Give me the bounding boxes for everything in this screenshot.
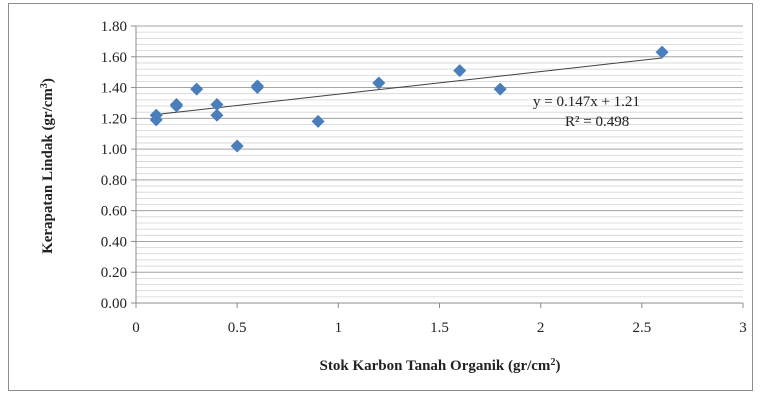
data-point — [230, 139, 244, 153]
data-point — [210, 97, 224, 111]
trendline-group — [156, 57, 663, 116]
x-axis-title-sup: 2 — [550, 357, 555, 368]
data-point — [190, 82, 204, 96]
gridlines — [136, 25, 743, 304]
x-axis-title-main: Stok Karbon Tanah Organik (gr/cm — [320, 358, 551, 374]
y-tick-label: 0.00 — [101, 296, 127, 312]
chart-frame — [8, 3, 753, 391]
y-tick-label: 1.20 — [101, 111, 127, 127]
x-tick-label: 3 — [739, 320, 747, 336]
x-axis-title-end: ) — [555, 358, 560, 374]
data-point — [210, 108, 224, 122]
y-tick-label: 0.40 — [101, 234, 127, 250]
x-tick-label: 2 — [537, 320, 545, 336]
data-point — [453, 64, 467, 78]
y-tick-label: 1.80 — [101, 19, 127, 35]
y-tick-label: 0.60 — [101, 204, 127, 220]
r-squared-label: R² = 0.498 — [565, 114, 629, 130]
data-point — [169, 99, 183, 113]
data-point — [372, 76, 386, 90]
y-tick-label: 0.20 — [101, 265, 127, 281]
y-axis-title: Kerapatan Lindak (gr/cm3) — [39, 78, 57, 254]
data-points — [149, 45, 669, 153]
data-point — [493, 82, 507, 96]
y-tick-label: 0.80 — [101, 173, 127, 189]
y-tick-label: 1.00 — [101, 142, 127, 158]
y-axis-title-sup: 3 — [39, 83, 50, 88]
x-tick-label: 0 — [132, 320, 140, 336]
trendline-equation: y = 0.147x + 1.21 — [533, 94, 640, 110]
x-axis-title: Stok Karbon Tanah Organik (gr/cm2) — [320, 357, 561, 375]
x-tick-label: 1.5 — [430, 320, 449, 336]
x-tick-label: 2.5 — [632, 320, 651, 336]
y-axis-title-main: Kerapatan Lindak (gr/cm — [40, 88, 56, 254]
y-axis-title-end: ) — [40, 78, 56, 83]
data-point — [149, 113, 163, 127]
x-tick-label: 1 — [335, 320, 343, 336]
y-tick-label: 1.60 — [101, 50, 127, 66]
tick-labels: 0.00 0.20 0.40 0.60 0.80 1.00 1.20 1.40 1.60 1.80… — [101, 19, 747, 336]
y-tick-label: 1.40 — [101, 81, 127, 97]
data-point — [655, 45, 669, 59]
trendline — [156, 57, 663, 116]
data-point — [250, 81, 264, 95]
data-point — [311, 114, 325, 128]
axes — [131, 25, 744, 308]
x-tick-label: 0.5 — [228, 320, 247, 336]
